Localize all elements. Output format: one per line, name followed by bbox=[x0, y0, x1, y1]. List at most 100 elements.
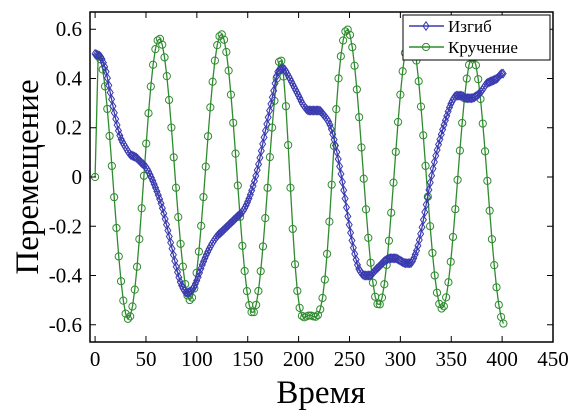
torsion-point bbox=[426, 222, 435, 231]
torsion-point bbox=[320, 275, 329, 284]
torsion-point bbox=[240, 266, 249, 276]
torsion-point bbox=[345, 30, 355, 40]
torsion-point bbox=[316, 305, 325, 314]
torsion-point bbox=[155, 34, 165, 44]
torsion-point bbox=[361, 205, 371, 214]
torsion-point bbox=[471, 61, 481, 70]
torsion-point bbox=[396, 90, 405, 99]
torsion-point bbox=[348, 43, 357, 52]
bend-point bbox=[146, 169, 154, 180]
torsion-point bbox=[203, 132, 213, 141]
torsion-point bbox=[210, 56, 220, 65]
bend-point bbox=[345, 219, 353, 230]
torsion-point bbox=[327, 180, 336, 189]
torsion-point bbox=[430, 271, 439, 280]
torsion-point bbox=[295, 303, 304, 312]
torsion-point bbox=[322, 249, 332, 259]
bend-point bbox=[260, 132, 268, 143]
y-tick-label: 0 bbox=[72, 165, 83, 189]
torsion-point bbox=[492, 283, 501, 292]
torsion-point bbox=[165, 95, 174, 105]
torsion-point bbox=[158, 40, 167, 49]
torsion-point bbox=[437, 304, 446, 313]
bend-point bbox=[352, 254, 360, 265]
bend-point bbox=[261, 125, 269, 136]
torsion-point bbox=[224, 66, 233, 75]
torsion-point bbox=[110, 193, 119, 202]
bend-point bbox=[147, 172, 155, 183]
torsion-point bbox=[366, 258, 375, 267]
bend-point bbox=[329, 129, 337, 140]
torsion-point bbox=[432, 288, 442, 297]
torsion-point bbox=[393, 117, 403, 127]
bend-point bbox=[353, 259, 362, 270]
torsion-point bbox=[254, 286, 263, 296]
bend-point bbox=[193, 275, 201, 286]
bend-point bbox=[153, 186, 161, 197]
bend-point bbox=[197, 263, 205, 274]
torsion-point bbox=[201, 162, 210, 171]
bend-point bbox=[406, 258, 414, 269]
bend-point bbox=[415, 234, 423, 246]
torsion-point bbox=[167, 123, 176, 132]
torsion-point bbox=[357, 143, 366, 152]
torsion-point bbox=[263, 183, 272, 192]
y-tick-label: -0.6 bbox=[49, 313, 82, 337]
torsion-point bbox=[238, 241, 247, 250]
torsion-point bbox=[146, 82, 155, 91]
torsion-point bbox=[398, 67, 407, 76]
torsion-point bbox=[119, 296, 128, 305]
torsion-point bbox=[277, 56, 286, 65]
y-tick-label: -0.2 bbox=[49, 214, 82, 238]
torsion-point bbox=[483, 176, 492, 185]
torsion-point bbox=[144, 109, 153, 118]
torsion-point bbox=[387, 208, 396, 217]
y-tick-label: 0.4 bbox=[56, 66, 83, 90]
torsion-point bbox=[135, 235, 144, 244]
x-tick-label: 150 bbox=[232, 347, 264, 371]
torsion-point bbox=[107, 161, 116, 171]
torsion-point bbox=[416, 102, 426, 111]
legend: Изгиб Кручение bbox=[402, 14, 551, 61]
x-tick-label: 250 bbox=[334, 347, 366, 371]
y-tick-label: 0.6 bbox=[56, 17, 82, 41]
torsion-point bbox=[485, 206, 494, 215]
torsion-point bbox=[419, 131, 428, 140]
torsion-point bbox=[213, 41, 222, 50]
torsion-point bbox=[380, 280, 389, 289]
torsion-point bbox=[208, 77, 217, 86]
torsion-point bbox=[490, 261, 499, 270]
torsion-point bbox=[444, 278, 453, 287]
torsion-point bbox=[176, 239, 185, 248]
torsion-point bbox=[281, 102, 290, 111]
bend-point bbox=[116, 130, 124, 141]
torsion-point bbox=[199, 192, 208, 202]
torsion-point bbox=[325, 217, 334, 226]
torsion-point bbox=[391, 147, 400, 156]
x-tick-label: 350 bbox=[435, 347, 467, 371]
torsion-point bbox=[137, 204, 146, 213]
torsion-point bbox=[414, 77, 423, 86]
torsion-point bbox=[290, 260, 300, 269]
bend-point bbox=[242, 200, 250, 211]
torsion-point bbox=[318, 293, 327, 303]
bend-point bbox=[410, 253, 418, 264]
torsion-point bbox=[229, 118, 238, 127]
torsion-point bbox=[116, 277, 126, 286]
bend-point bbox=[150, 179, 158, 190]
torsion-point bbox=[451, 205, 460, 214]
torsion-point bbox=[448, 232, 458, 242]
y-tick-label: -0.4 bbox=[49, 264, 83, 288]
x-tick-label: 100 bbox=[181, 347, 213, 371]
bend-point bbox=[257, 145, 265, 156]
bend-point bbox=[271, 78, 279, 89]
torsion-point bbox=[364, 233, 373, 242]
bend-point bbox=[270, 85, 278, 96]
torsion-point bbox=[206, 103, 215, 112]
bend-point bbox=[312, 105, 320, 116]
bend-point bbox=[255, 159, 263, 170]
torsion-point bbox=[217, 30, 226, 39]
bend-point bbox=[496, 69, 504, 80]
bend-point bbox=[340, 185, 348, 196]
bend-point bbox=[176, 276, 184, 288]
